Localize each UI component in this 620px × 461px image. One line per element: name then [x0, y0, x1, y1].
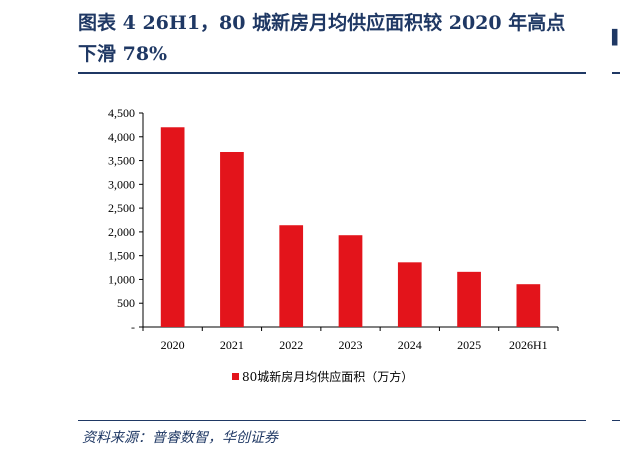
bar-2026H1 — [516, 284, 541, 327]
y-tick-label: 2,500 — [108, 201, 135, 215]
y-tick-label: 500 — [117, 296, 135, 310]
x-tick-label: 2022 — [279, 338, 303, 352]
x-tick-label: 2024 — [398, 338, 422, 352]
source-divider — [78, 420, 586, 421]
bar-2021 — [220, 151, 244, 327]
adjacent-panel-rule-bottom — [612, 420, 620, 421]
x-tick-label: 2025 — [457, 338, 481, 352]
bar-2023 — [338, 235, 363, 327]
bar-2025 — [457, 271, 481, 327]
y-tick-label: - — [131, 320, 135, 334]
y-tick-label: 1,000 — [108, 272, 135, 286]
y-tick-label: 4,500 — [108, 106, 135, 120]
legend-label: 80城新房月均供应面积（万方） — [242, 369, 413, 384]
x-tick-label: 2023 — [339, 338, 363, 352]
y-tick-label: 3,000 — [108, 177, 135, 191]
x-tick-label: 2026H1 — [509, 338, 548, 352]
title-line-1: 图表 4 26H1，80 城新房月均供应面积较 2020 年高点 — [78, 12, 566, 34]
legend-swatch — [232, 373, 239, 380]
bar-2020 — [160, 127, 185, 328]
y-tick-label: 2,000 — [108, 225, 135, 239]
adjacent-panel-edge: ▌ — [612, 30, 620, 46]
title-divider — [78, 72, 586, 74]
chart-title: 图表 4 26H1，80 城新房月均供应面积较 2020 年高点 下滑 78% — [78, 8, 598, 70]
x-tick-label: 2020 — [161, 338, 185, 352]
source-note: 资料来源：普睿数智，华创证券 — [82, 430, 278, 446]
bar-2024 — [397, 262, 422, 327]
adjacent-panel-rule-top — [612, 72, 620, 74]
y-tick-label: 1,500 — [108, 249, 135, 263]
x-tick-label: 2021 — [220, 338, 244, 352]
y-tick-label: 3,500 — [108, 154, 135, 168]
y-tick-label: 4,000 — [108, 130, 135, 144]
title-line-2: 下滑 78% — [78, 43, 168, 65]
bar-2022 — [279, 225, 304, 327]
